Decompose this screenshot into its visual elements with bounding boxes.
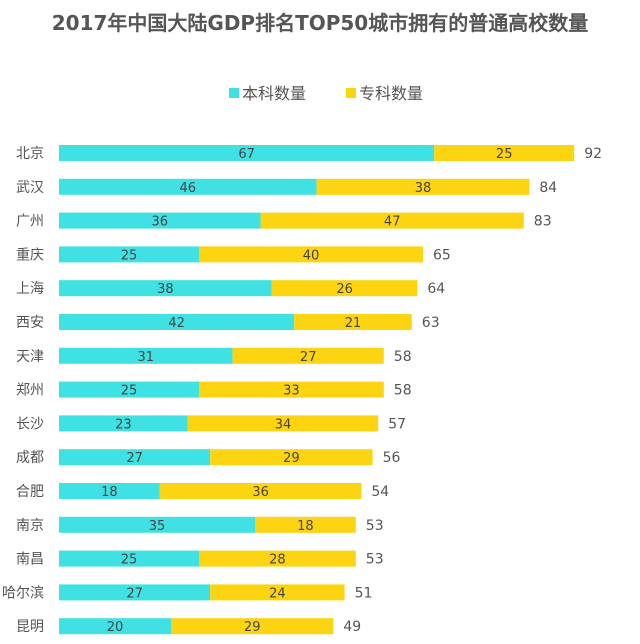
bar-segment [59, 145, 435, 161]
data-label: 26 [336, 282, 353, 297]
data-label: 20 [107, 620, 124, 635]
total-label: 54 [371, 484, 389, 500]
bar-segment [59, 178, 317, 195]
category-label: 武汉 [16, 180, 44, 196]
bar-segment [260, 212, 524, 229]
legend: 本科数量 专科数量 [229, 84, 423, 103]
total-label: 49 [343, 619, 361, 635]
legend-swatch [229, 88, 239, 98]
category-label: 上海 [16, 281, 44, 297]
total-label: 92 [584, 146, 602, 162]
data-label: 36 [152, 215, 169, 230]
data-label: 33 [283, 384, 300, 399]
bar-segment [294, 314, 412, 330]
data-label: 27 [126, 451, 143, 466]
data-label: 18 [101, 485, 118, 500]
total-label: 58 [394, 349, 412, 365]
data-label: 29 [283, 451, 300, 466]
bar-segment [59, 280, 272, 297]
data-label: 47 [384, 215, 401, 230]
data-label: 34 [275, 417, 292, 432]
data-label: 25 [121, 384, 138, 399]
bar-segment [199, 246, 423, 263]
data-label: 23 [115, 417, 132, 432]
total-label: 64 [427, 281, 445, 297]
total-label: 65 [433, 247, 451, 263]
data-label: 21 [345, 316, 362, 331]
bar-segment [59, 449, 211, 466]
bar-segment [59, 347, 233, 364]
legend-label: 专科数量 [359, 84, 423, 103]
legend-swatch [346, 88, 356, 98]
bar-segment [199, 381, 384, 398]
bar-segment [59, 381, 199, 398]
bar-segment [59, 212, 261, 229]
bar-segment [59, 516, 255, 533]
data-label: 29 [244, 620, 261, 635]
bars: 北京 67 25 92 武汉 46 38 84 广州 36 47 83 重庆 25 40 65 上海 38 26 64… [2, 145, 602, 635]
category-label: 郑州 [16, 383, 44, 399]
bar-segment [434, 145, 575, 161]
total-label: 58 [394, 383, 412, 399]
data-label: 46 [180, 181, 197, 196]
data-label: 25 [121, 248, 138, 263]
category-label: 长沙 [16, 416, 44, 432]
bar-segment [271, 280, 418, 297]
data-label: 40 [303, 248, 320, 263]
legend-label: 本科数量 [242, 84, 306, 103]
chart-title: 2017年中国大陆GDP排名TOP50城市拥有的普通高校数量 [52, 11, 588, 35]
data-label: 42 [168, 316, 185, 331]
bar-segment [59, 618, 171, 635]
category-label: 南京 [16, 518, 44, 534]
data-label: 38 [157, 282, 174, 297]
bar-segment [232, 347, 384, 364]
total-label: 83 [534, 214, 552, 230]
category-label: 哈尔滨 [2, 585, 44, 601]
bar-segment [171, 618, 334, 635]
data-label: 25 [121, 553, 138, 568]
bar-segment [59, 550, 199, 567]
data-label: 18 [297, 519, 314, 534]
total-label: 84 [539, 180, 557, 196]
data-label: 38 [415, 181, 432, 196]
data-label: 25 [496, 147, 513, 162]
bar-segment [255, 516, 356, 533]
bar-segment [210, 584, 345, 601]
bar-segment [187, 415, 379, 432]
category-label: 西安 [16, 315, 44, 331]
bar-segment [159, 483, 362, 499]
bar-segment [199, 550, 356, 567]
bar-segment [316, 178, 530, 195]
bar-segment [59, 415, 188, 432]
total-label: 51 [355, 585, 373, 601]
category-label: 北京 [16, 146, 44, 162]
category-label: 合肥 [16, 484, 44, 500]
data-label: 24 [269, 586, 286, 601]
bar-segment [59, 584, 211, 601]
data-label: 27 [126, 586, 143, 601]
category-label: 南昌 [16, 552, 44, 568]
total-label: 53 [366, 518, 384, 534]
bar-segment [59, 314, 295, 330]
bar-segment [59, 246, 199, 263]
total-label: 57 [388, 416, 406, 432]
bar-segment [210, 449, 373, 466]
category-label: 重庆 [16, 247, 44, 263]
category-label: 广州 [16, 214, 44, 230]
data-label: 67 [238, 147, 255, 162]
category-label: 成都 [16, 450, 44, 466]
category-label: 昆明 [16, 619, 44, 635]
total-label: 53 [366, 552, 384, 568]
category-label: 天津 [16, 349, 44, 365]
data-label: 27 [300, 350, 317, 365]
data-label: 36 [252, 485, 269, 500]
data-label: 31 [138, 350, 155, 365]
total-label: 63 [422, 315, 440, 331]
bar-segment [59, 483, 160, 499]
data-label: 28 [269, 553, 286, 568]
total-label: 56 [383, 450, 401, 466]
data-label: 35 [149, 519, 166, 534]
